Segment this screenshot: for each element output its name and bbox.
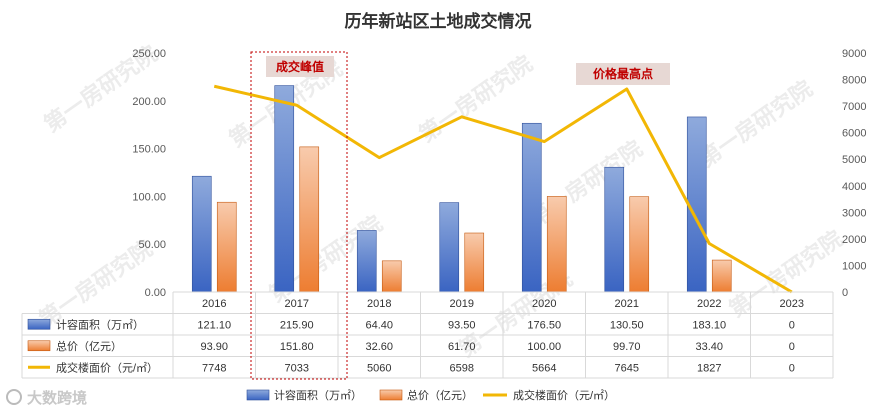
price-line: [213, 84, 793, 294]
category-label: 2022: [697, 298, 721, 310]
data-label: 7748: [202, 362, 226, 374]
data-label: 5664: [532, 362, 556, 374]
data-label: 0: [789, 341, 795, 353]
bars: [191, 85, 732, 293]
table-row-label: 计容面积（万㎡）: [56, 317, 144, 331]
legend-label: 成交楼面价（元/㎡）: [513, 388, 615, 402]
table-series-key: [27, 318, 51, 330]
category-label: 2021: [615, 298, 639, 310]
data-label: 121.10: [197, 319, 231, 331]
data-label: 215.90: [280, 319, 314, 331]
data-label: 7645: [615, 362, 639, 374]
data-label: 6598: [450, 362, 474, 374]
right-axis-tick-label: 2000: [842, 234, 866, 246]
left-axis-tick-label: 250.00: [132, 48, 166, 60]
legend-label: 总价（亿元）: [407, 388, 473, 402]
source-logo-text: 大数跨境: [27, 389, 87, 407]
left-axis-tick-label: 200.00: [132, 96, 166, 108]
price-line-path: [213, 84, 793, 294]
data-label: 99.70: [613, 341, 641, 353]
data-label: 61.70: [448, 341, 476, 353]
data-label: 33.40: [695, 341, 723, 353]
right-axis-tick-label: 4000: [842, 181, 866, 193]
bar-price: [711, 259, 732, 293]
bar-area: [356, 230, 377, 293]
right-axis-tick-label: 6000: [842, 128, 866, 140]
category-label: 2018: [367, 298, 391, 310]
data-label: 1827: [697, 362, 721, 374]
right-axis-tick-label: 1000: [842, 260, 866, 272]
left-axis-tick-label: 150.00: [132, 144, 166, 156]
data-label: 32.60: [365, 341, 393, 353]
category-label: 2019: [450, 298, 474, 310]
legend-key: [246, 389, 270, 401]
data-label: 0: [789, 362, 795, 374]
right-axis-tick-label: 0: [842, 287, 848, 299]
bar-price: [299, 146, 320, 293]
bar-area: [191, 175, 212, 293]
right-axis-tick-label: 8000: [842, 75, 866, 87]
bar-price: [216, 201, 237, 293]
data-label: 0: [789, 319, 795, 331]
bar-price: [464, 232, 485, 293]
right-axis-tick-label: 7000: [842, 101, 866, 113]
table-series-key: [27, 340, 51, 352]
annotation-price-high-text: 价格最高点: [593, 66, 653, 81]
table-row-label: 总价（亿元）: [56, 339, 122, 353]
annotation-peak-text: 成交峰值: [276, 59, 324, 74]
data-label: 64.40: [365, 319, 393, 331]
right-axis-tick-label: 9000: [842, 48, 866, 60]
data-label: 130.50: [610, 319, 644, 331]
left-axis-tick-label: 0.00: [145, 287, 166, 299]
annotation-price-high: 价格最高点: [576, 63, 670, 85]
left-axis-tick-label: 50.00: [138, 239, 166, 251]
watermark-text: 第一房研究院: [524, 136, 646, 232]
annotation-peak: 成交峰值: [266, 56, 334, 77]
peak-highlight-box: [250, 51, 348, 380]
bar-price: [381, 260, 402, 293]
bar-price: [629, 196, 650, 293]
category-label: 2016: [202, 298, 226, 310]
legend-label: 计容面积（万㎡）: [274, 388, 362, 402]
right-axis-tick-label: 3000: [842, 207, 866, 219]
data-label: 100.00: [527, 341, 561, 353]
chart-title: 历年新站区土地成交情况: [345, 11, 532, 31]
watermark-text: 第一房研究院: [694, 76, 816, 172]
data-label: 5060: [367, 362, 391, 374]
right-axis-tick-label: 5000: [842, 154, 866, 166]
source-logo: 大数跨境: [6, 389, 87, 407]
data-label: 7033: [285, 362, 309, 374]
left-axis-tick-label: 100.00: [132, 191, 166, 203]
legend: 计容面积（万㎡） 总价（亿元） 成交楼面价（元/㎡）: [246, 388, 615, 402]
bar-price: [546, 196, 567, 293]
legend-key: [379, 389, 403, 401]
data-label: 93.50: [448, 319, 476, 331]
data-label: 93.90: [200, 341, 228, 353]
data-label: 151.80: [280, 341, 314, 353]
logo-icon: [6, 389, 22, 405]
data-label: 183.10: [692, 319, 726, 331]
right-axis: 0 1000 2000 3000 4000 5000 6000 7000 8000 9000: [842, 48, 866, 299]
bar-area: [521, 122, 542, 293]
bar-area: [439, 202, 460, 293]
category-label: 2017: [285, 298, 309, 310]
category-label: 2023: [780, 298, 804, 310]
left-axis: 0.00 50.00 100.00 150.00 200.00 250.00: [132, 48, 166, 299]
category-label: 2020: [532, 298, 556, 310]
bar-area: [274, 85, 295, 293]
table-row-label: 成交楼面价（元/㎡）: [56, 360, 158, 374]
data-table: 2016 2017 2018 2019 2020 2021 2022 2023 计容面积（万㎡）…: [21, 291, 834, 379]
bar-area: [604, 166, 625, 293]
data-label: 176.50: [527, 319, 561, 331]
